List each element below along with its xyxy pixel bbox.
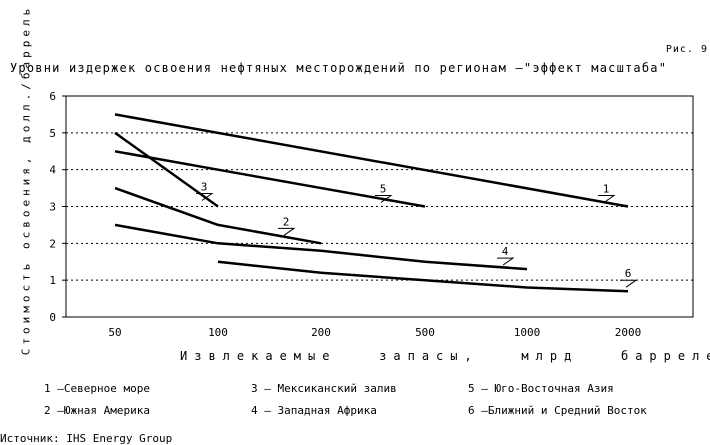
y-tick-label: 6	[49, 90, 56, 103]
series-label-pointer-2	[278, 227, 296, 236]
series-line-3	[114, 131, 219, 208]
legend-entry-3: 3 – Мексиканский залив	[251, 382, 397, 395]
legend-entry-4: 4 – Западная Африка	[251, 404, 377, 417]
y-tick-label: 5	[49, 127, 56, 140]
figure-number: Рис. 9	[665, 44, 708, 55]
series-label-5: 5	[380, 183, 387, 196]
series-label-6: 6	[625, 267, 632, 280]
line-chart: 0 1 2 3 4 5 6 50 100 200 500 1000 2000 1 2 3 4 5 6	[49, 90, 694, 339]
series-label-pointer-4	[497, 257, 515, 266]
y-tick-label: 2	[49, 237, 56, 250]
series-label-4: 4	[502, 245, 509, 258]
series-label-pointer-3	[196, 193, 214, 201]
x-tick-label: 50	[108, 326, 121, 339]
x-tick-label: 1000	[514, 326, 541, 339]
chart-title: Уровни издержек освоения нефтяных местор…	[10, 61, 668, 75]
y-tick-label: 1	[49, 274, 56, 287]
plot-area-frame	[65, 95, 694, 318]
legend: 1 –Северное море 2 –Южная Америка 3 – Ме…	[0, 382, 710, 422]
series-label-3: 3	[201, 181, 208, 194]
series-label-1: 1	[603, 183, 610, 196]
series-line-4	[114, 223, 528, 271]
series-label-2: 2	[283, 215, 290, 228]
y-tick-label: 4	[49, 164, 56, 177]
legend-entry-1: 1 –Северное море	[44, 382, 150, 395]
x-tick-label: 2000	[615, 326, 642, 339]
series-label-pointer-5	[375, 195, 393, 203]
legend-entry-5: 5 – Юго-Восточная Азия	[468, 382, 614, 395]
series-line-6	[217, 260, 629, 293]
series-line-5	[114, 150, 426, 208]
series-label-pointer-1	[598, 195, 616, 203]
y-tick-label: 3	[49, 201, 56, 214]
source-note: Источник: IHS Energy Group	[0, 432, 173, 445]
x-tick-label: 500	[415, 326, 435, 339]
series-label-pointer-6	[620, 279, 638, 288]
legend-entry-6: 6 –Ближний и Средний Восток	[468, 404, 647, 417]
series-line-1	[114, 113, 629, 208]
x-tick-label: 100	[208, 326, 228, 339]
x-axis-label: Извлекаемые запасы, млрд баррелей	[180, 349, 710, 363]
x-tick-label: 200	[311, 326, 331, 339]
legend-entry-2: 2 –Южная Америка	[44, 404, 150, 417]
y-tick-label: 0	[49, 311, 56, 324]
series-line-2	[114, 186, 322, 245]
